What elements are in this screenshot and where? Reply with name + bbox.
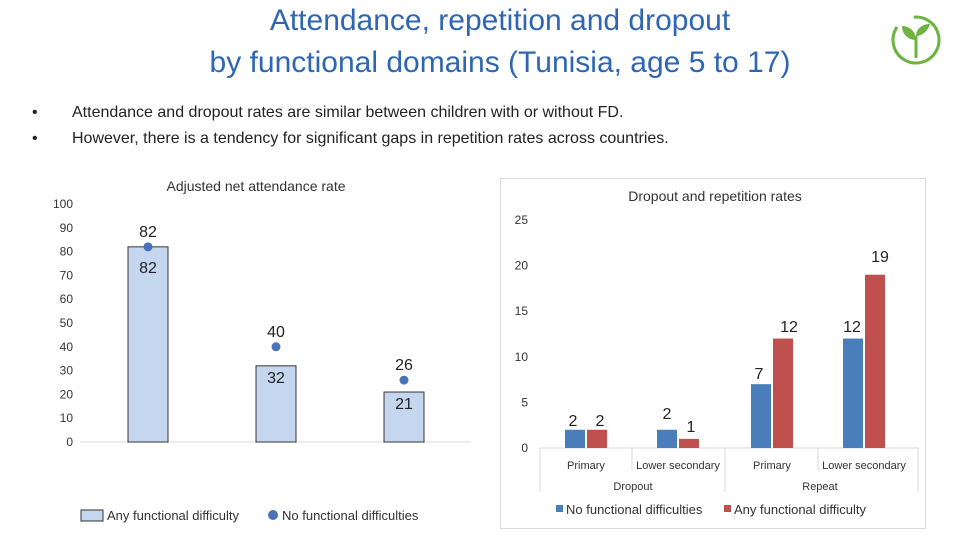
chart-frame — [500, 178, 926, 529]
bar-any-fd — [865, 274, 885, 448]
chart-title: Adjusted net attendance rate — [166, 178, 345, 194]
marker-no-fd — [399, 375, 409, 385]
y-tick-label: 50 — [60, 316, 74, 330]
y-tick-label: 5 — [521, 395, 528, 409]
group-label: Repeat — [802, 481, 837, 493]
y-tick-label: 25 — [515, 213, 529, 227]
bar-any-fd — [255, 365, 297, 443]
bar-any-fd — [383, 391, 425, 443]
marker-no-fd — [271, 342, 281, 352]
y-tick-label: 10 — [515, 350, 529, 364]
page-title-line-2: by functional domains (Tunisia, age 5 to… — [209, 46, 791, 79]
bar-any-fd — [127, 246, 169, 443]
legend-swatch-no-fd — [556, 505, 563, 512]
y-tick-label: 20 — [60, 387, 74, 401]
data-label-any-fd: 21 — [395, 396, 413, 413]
x-tick-label: Primary — [567, 460, 605, 472]
bar-no-fd — [565, 429, 585, 448]
chart-title: Dropout and repetition rates — [628, 188, 802, 204]
data-label-any-fd: 1 — [687, 419, 696, 436]
data-label-any-fd: 12 — [780, 319, 798, 336]
legend-swatch-any-fd — [80, 509, 104, 522]
bar-any-fd — [773, 338, 793, 448]
bar-any-fd — [679, 438, 699, 448]
bullet-item: However, there is a tendency for signifi… — [30, 126, 910, 152]
sprout-icon — [891, 15, 941, 65]
data-label-no-fd: 7 — [755, 366, 764, 383]
y-tick-label: 40 — [60, 340, 74, 354]
data-label-any-fd: 2 — [596, 413, 605, 430]
y-tick-label: 0 — [66, 435, 73, 449]
page-title-line-1: Attendance, repetition and dropout — [269, 4, 731, 37]
group-label: Dropout — [613, 481, 652, 493]
y-tick-label: 70 — [60, 268, 74, 282]
legend-marker-no-fd — [268, 510, 278, 520]
data-label-no-fd: 12 — [843, 319, 861, 336]
legend-label-no-fd: No functional difficulties — [282, 508, 419, 523]
y-tick-label: 0 — [521, 441, 528, 455]
data-label-no-fd: 82 — [139, 224, 157, 241]
bar-no-fd — [751, 384, 771, 448]
data-label-any-fd: 82 — [139, 260, 157, 277]
bar-no-fd — [657, 429, 677, 448]
data-label-no-fd: 26 — [395, 357, 413, 374]
y-tick-label: 60 — [60, 292, 74, 306]
legend-label-no-fd: No functional difficulties — [566, 502, 703, 517]
data-label-no-fd: 2 — [569, 413, 578, 430]
y-tick-label: 80 — [60, 245, 74, 259]
data-label-any-fd: 32 — [267, 370, 285, 387]
x-tick-label: Primary — [753, 460, 791, 472]
legend-swatch-any-fd — [724, 505, 731, 512]
y-tick-label: 15 — [515, 304, 529, 318]
y-tick-label: 20 — [515, 259, 529, 273]
bar-any-fd — [587, 429, 607, 448]
y-tick-label: 10 — [60, 411, 74, 425]
x-tick-label: Lower secondary — [636, 460, 720, 472]
data-label-no-fd: 40 — [267, 324, 285, 341]
legend-label-any-fd: Any functional difficulty — [107, 508, 239, 523]
data-label-any-fd: 19 — [871, 249, 889, 266]
y-tick-label: 90 — [60, 221, 74, 235]
x-tick-label: Lower secondary — [822, 460, 906, 472]
bullet-list: Attendance and dropout rates are similar… — [30, 100, 910, 152]
y-tick-label: 100 — [53, 197, 73, 211]
dropout-repetition-chart: Dropout and repetition rates 0510152025 … — [500, 178, 926, 529]
y-tick-label: 30 — [60, 364, 74, 378]
bar-no-fd — [843, 338, 863, 448]
legend-label-any-fd: Any functional difficulty — [734, 502, 866, 517]
bullet-item: Attendance and dropout rates are similar… — [30, 100, 910, 126]
data-label-no-fd: 2 — [663, 406, 672, 423]
marker-no-fd — [143, 242, 153, 252]
attendance-chart: Adjusted net attendance rate 0 10 20 30 40 50… — [53, 178, 470, 523]
